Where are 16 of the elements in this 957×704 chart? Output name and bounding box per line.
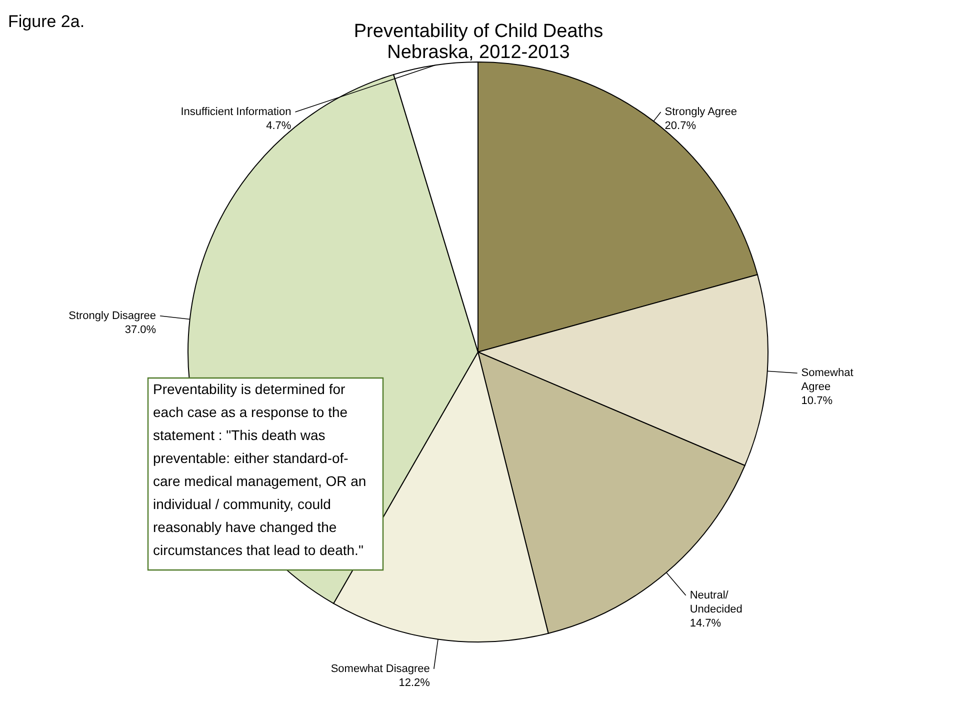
data-label: 12.2% xyxy=(398,676,430,689)
slice-label: Insufficient Information xyxy=(180,106,292,118)
slice-label: Somewhat Disagree xyxy=(330,662,430,675)
data-label: 37.0% xyxy=(124,324,156,336)
chart-title: Preventability of Child Deaths xyxy=(354,21,604,42)
data-label: 10.7% xyxy=(801,395,833,408)
slice-label: Somewhat Agree xyxy=(801,367,854,394)
slice-label: Neutral/ Undecided xyxy=(690,589,742,616)
slice-label: Strongly Agree xyxy=(664,106,737,118)
data-label: 4.7% xyxy=(266,120,292,132)
data-label: 14.7% xyxy=(690,617,722,630)
slice-label: Strongly Disagree xyxy=(68,310,156,322)
data-label: 20.7% xyxy=(664,120,696,132)
caption: Figure 2a. xyxy=(8,12,85,31)
text: Preventability is determined for each case as a response to the statement : "This death was preventable: either standard-of- care medical management, OR an individual / community, could reasonably have changed the circumstances that lead to death." xyxy=(153,381,366,558)
chart-subtitle: Nebraska, 2012-2013 xyxy=(387,42,570,63)
